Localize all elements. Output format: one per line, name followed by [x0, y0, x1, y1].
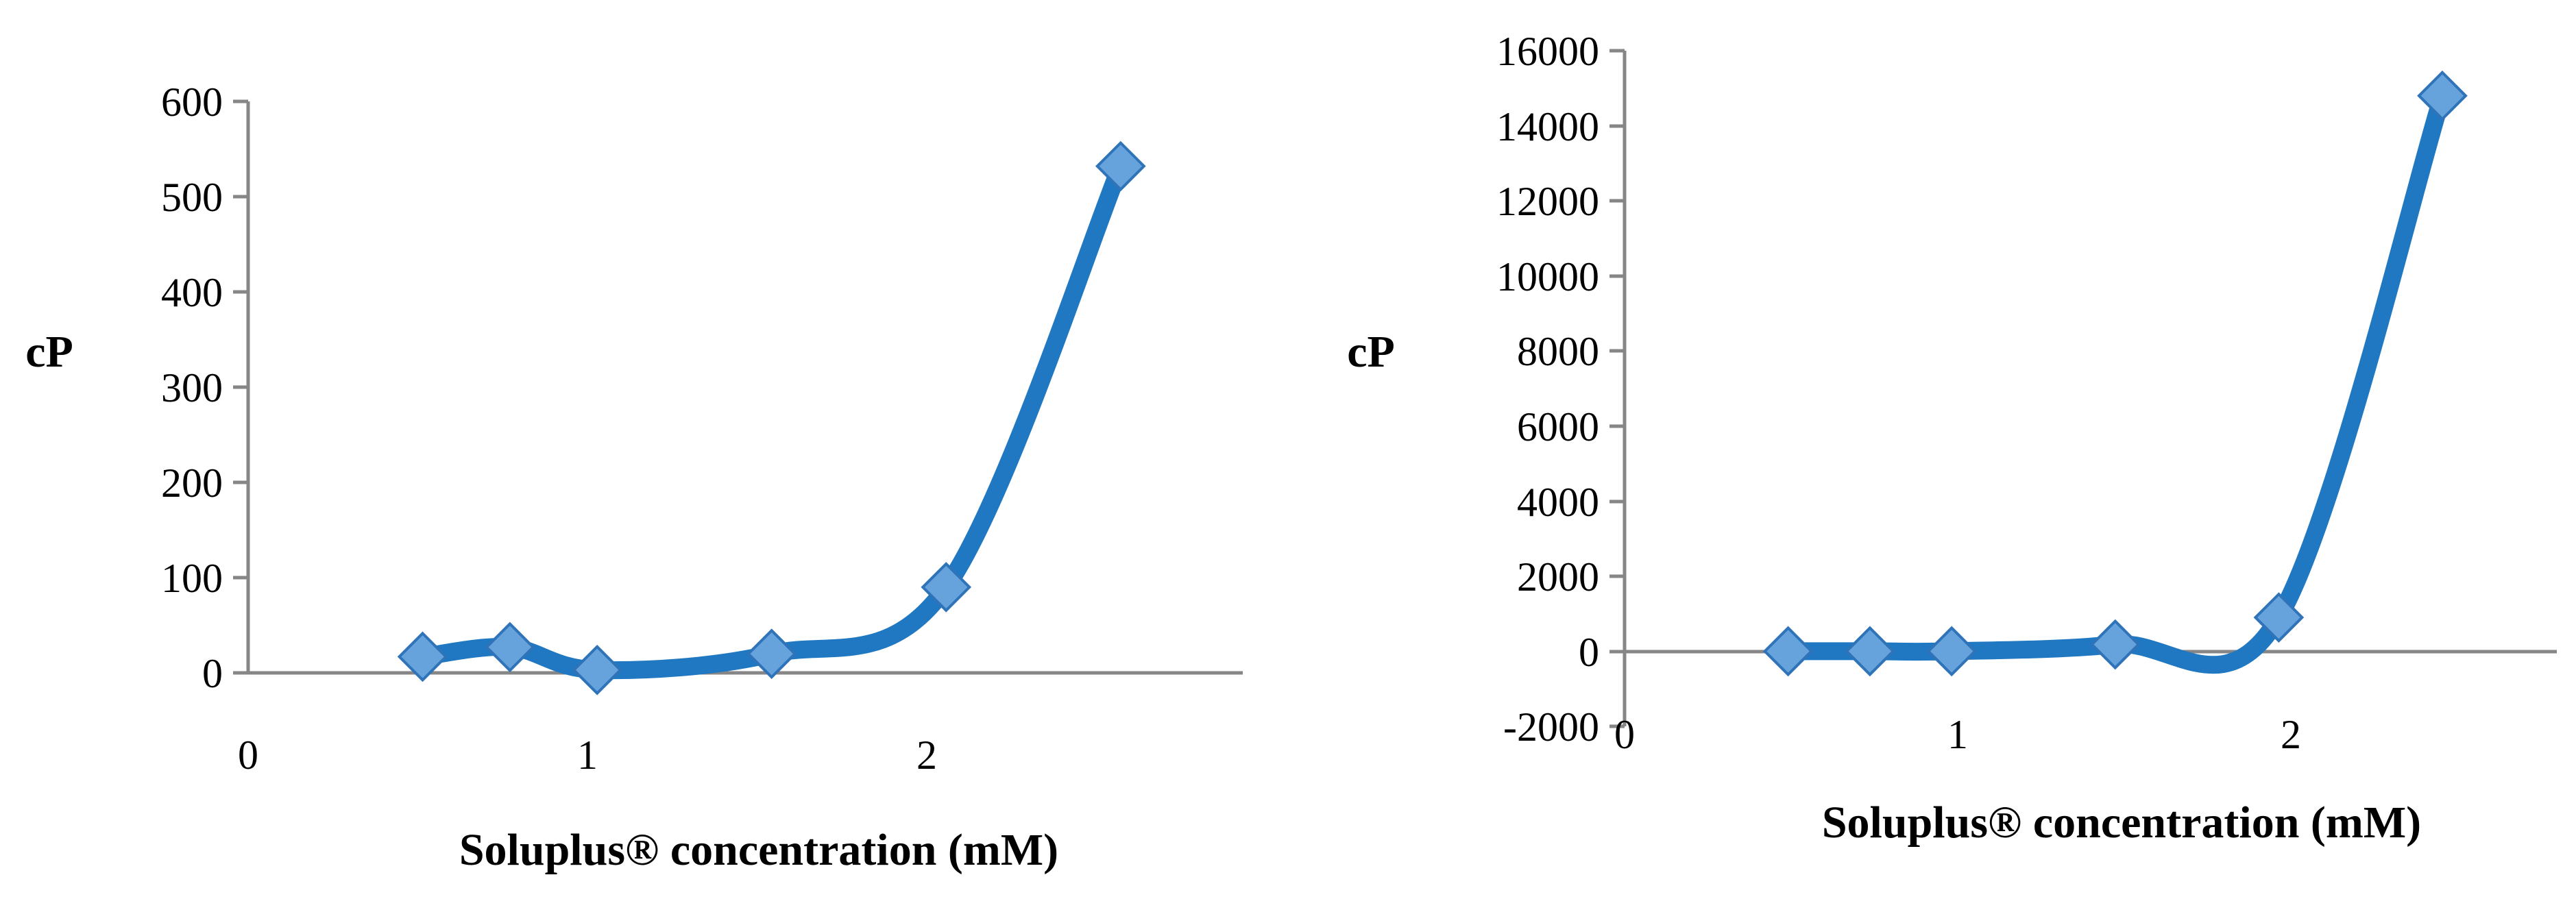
- chart-right: -2000 0 2000 4000 6000 8000 10000 12000 …: [1347, 29, 2557, 848]
- x-tick-label: 1: [577, 732, 598, 778]
- x-ticks: 0 1 2: [238, 732, 937, 778]
- series-markers: [397, 140, 1146, 695]
- data-point-marker: [2417, 70, 2468, 121]
- x-tick-label: 0: [238, 732, 258, 778]
- x-axis-title: Soluplus® concentration (mM): [459, 825, 1058, 875]
- x-axis-title: Soluplus® concentration (mM): [1822, 798, 2421, 848]
- data-point-marker: [2253, 592, 2305, 643]
- y-ticks: 0 100 200 300 400 500 600: [161, 79, 248, 696]
- y-axis-title: cP: [25, 327, 73, 377]
- series-line: [413, 157, 1130, 680]
- chart-left: 0 100 200 300 400 500 600 0 1 2 cP Solup…: [25, 79, 1243, 875]
- y-tick-label: 8000: [1517, 329, 1599, 374]
- x-tick-label: 2: [2281, 712, 2301, 757]
- series-markers: [1762, 70, 2468, 677]
- y-tick-label: 10000: [1496, 254, 1599, 299]
- y-ticks: -2000 0 2000 4000 6000 8000 10000 12000 …: [1496, 29, 1625, 750]
- y-tick-label: 0: [1579, 630, 1599, 675]
- y-tick-label: 300: [161, 365, 223, 410]
- data-point-marker: [572, 645, 622, 695]
- data-point-marker: [1926, 626, 1978, 677]
- x-tick-label: 2: [916, 732, 937, 778]
- data-point-marker: [1762, 626, 1814, 677]
- y-tick-label: 6000: [1517, 404, 1599, 449]
- x-tick-label: 0: [1614, 712, 1635, 757]
- data-point-marker: [921, 562, 972, 613]
- y-tick-label: 100: [161, 556, 223, 601]
- y-tick-label: 2000: [1517, 554, 1599, 600]
- x-ticks: 0 1 2: [1614, 712, 2301, 757]
- y-axis-title: cP: [1347, 327, 1395, 377]
- y-tick-label: 16000: [1496, 29, 1599, 74]
- y-tick-label: 600: [161, 79, 223, 125]
- y-tick-label: 200: [161, 460, 223, 506]
- y-tick-label: 400: [161, 270, 223, 315]
- y-tick-label: 0: [202, 651, 223, 696]
- data-point-marker: [746, 628, 797, 680]
- y-tick-label: -2000: [1503, 704, 1599, 750]
- x-tick-label: 1: [1947, 712, 1968, 757]
- data-point-marker: [397, 631, 448, 682]
- data-point-marker: [2089, 619, 2141, 670]
- data-point-marker: [1845, 626, 1895, 677]
- data-point-marker: [1095, 140, 1146, 192]
- data-point-marker: [485, 621, 535, 673]
- series-line: [1779, 86, 2451, 674]
- y-tick-label: 12000: [1496, 179, 1599, 224]
- y-tick-label: 500: [161, 175, 223, 220]
- y-tick-label: 14000: [1496, 104, 1599, 149]
- y-tick-label: 4000: [1517, 480, 1599, 525]
